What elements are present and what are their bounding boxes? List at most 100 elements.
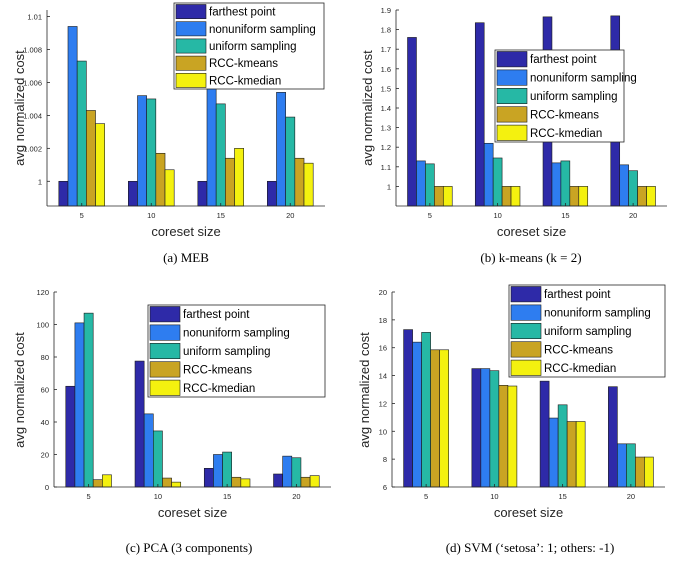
y-tick-label-3-1: 20 xyxy=(41,451,49,460)
bar-4-uniform-sampling-20 xyxy=(626,443,636,488)
bar-4-rcc-kmedian-10 xyxy=(507,385,518,488)
y-tick-label-2-9: 1.9 xyxy=(381,6,391,15)
bar-4-rcc-kmeans-15 xyxy=(566,421,577,488)
bar-1-nonuniform-sampling-5 xyxy=(67,26,78,207)
caption-4: (d) SVM (‘setosa’: 1; others: -1) xyxy=(446,540,615,555)
bar-2-farthest-point-5 xyxy=(407,37,417,207)
y-tick-label-1-0: 1 xyxy=(38,177,42,186)
bar-1-farthest-point-5 xyxy=(58,180,69,207)
bar-4-nonuniform-sampling-5 xyxy=(412,341,422,488)
y-tick-label-2-7: 1.7 xyxy=(381,45,391,54)
bar-3-rcc-kmedian-15 xyxy=(240,478,251,488)
legend-swatch-1-4 xyxy=(175,73,207,88)
bar-3-rcc-kmeans-20 xyxy=(300,476,311,488)
bar-4-nonuniform-sampling-10 xyxy=(480,368,491,488)
bar-3-nonuniform-sampling-15 xyxy=(213,454,223,488)
y-axis-label-3: avg normalized cost xyxy=(12,332,27,448)
y-tick-label-3-2: 40 xyxy=(41,418,49,427)
bar-4-rcc-kmedian-20 xyxy=(644,456,654,488)
bar-1-uniform-sampling-5 xyxy=(76,60,87,207)
bar-1-rcc-kmedian-10 xyxy=(164,169,175,207)
bar-1-farthest-point-10 xyxy=(128,180,138,207)
bar-2-uniform-sampling-10 xyxy=(492,157,503,207)
x-axis-label-3: coreset size xyxy=(158,505,227,520)
bar-1-uniform-sampling-15 xyxy=(215,103,226,207)
x-tick-label-1-1: 10 xyxy=(147,211,155,220)
y-tick-label-4-2: 10 xyxy=(379,427,387,436)
x-tick-label-3-1: 10 xyxy=(154,492,162,501)
y-tick-label-3-0: 0 xyxy=(45,483,49,492)
legend-swatch-4-4 xyxy=(510,359,542,376)
bar-4-farthest-point-15 xyxy=(539,380,550,488)
bar-4-farthest-point-5 xyxy=(403,329,413,488)
x-tick-label-1-2: 15 xyxy=(217,211,225,220)
legend-label-1-0: farthest point xyxy=(209,7,276,19)
legend-label-1-2: uniform sampling xyxy=(209,41,297,53)
legend-swatch-2-0 xyxy=(496,51,528,68)
bar-4-rcc-kmedian-15 xyxy=(575,421,586,488)
legend-label-4-0: farthest point xyxy=(544,289,611,301)
x-axis-label-2: coreset size xyxy=(497,224,566,239)
y-axis-label-1: avg normalized cost xyxy=(12,50,27,166)
x-tick-label-4-0: 5 xyxy=(424,492,428,501)
y-tick-label-1-4: 1.008 xyxy=(23,46,42,55)
bar-1-uniform-sampling-20 xyxy=(285,116,296,207)
legend-swatch-2-2 xyxy=(496,88,528,105)
bar-2-nonuniform-sampling-15 xyxy=(551,162,562,207)
bar-4-rcc-kmeans-5 xyxy=(430,349,440,488)
legend-label-2-1: nonuniform sampling xyxy=(530,73,637,85)
y-tick-label-1-2: 1.004 xyxy=(23,111,42,120)
y-tick-label-4-6: 18 xyxy=(379,316,387,325)
bar-2-rcc-kmeans-5 xyxy=(434,186,444,207)
legend-label-1-4: RCC-kmedian xyxy=(209,75,281,87)
y-tick-label-4-5: 16 xyxy=(379,344,387,353)
legend-label-2-3: RCC-kmeans xyxy=(530,109,599,121)
bar-3-rcc-kmeans-15 xyxy=(231,476,242,488)
bar-4-uniform-sampling-10 xyxy=(489,370,500,488)
y-tick-label-2-6: 1.6 xyxy=(381,65,391,74)
bar-1-nonuniform-sampling-10 xyxy=(137,95,147,207)
y-tick-label-1-1: 1.002 xyxy=(23,144,42,153)
x-tick-label-2-2: 15 xyxy=(561,211,569,220)
y-axis-label-4: avg normalized cost xyxy=(357,332,372,448)
bar-2-rcc-kmedian-15 xyxy=(578,186,589,207)
bar-2-uniform-sampling-15 xyxy=(560,160,571,207)
y-tick-label-4-1: 8 xyxy=(383,455,387,464)
legend-label-3-0: farthest point xyxy=(183,309,250,321)
bar-1-uniform-sampling-10 xyxy=(146,98,157,207)
legend-swatch-1-3 xyxy=(175,55,207,71)
y-tick-label-3-3: 60 xyxy=(41,386,49,395)
bar-2-rcc-kmeans-10 xyxy=(501,186,512,207)
y-tick-label-1-3: 1.006 xyxy=(23,78,42,87)
bar-4-nonuniform-sampling-15 xyxy=(548,417,559,488)
legend-label-3-3: RCC-kmeans xyxy=(183,364,252,376)
y-tick-label-3-5: 100 xyxy=(36,321,49,330)
x-tick-label-2-1: 10 xyxy=(493,211,501,220)
legend-label-2-4: RCC-kmedian xyxy=(530,128,602,140)
legend-swatch-2-3 xyxy=(496,106,528,123)
y-tick-label-4-3: 12 xyxy=(379,399,387,408)
x-tick-label-1-0: 5 xyxy=(80,211,84,220)
bar-2-nonuniform-sampling-5 xyxy=(416,160,426,207)
bar-2-rcc-kmeans-20 xyxy=(637,186,647,207)
bar-3-nonuniform-sampling-5 xyxy=(74,322,85,488)
legend-swatch-1-1 xyxy=(175,21,207,37)
y-tick-label-4-4: 14 xyxy=(379,372,387,381)
bar-1-rcc-kmedian-20 xyxy=(303,162,314,207)
y-tick-label-2-2: 1.2 xyxy=(381,143,391,152)
legend-label-1-3: RCC-kmeans xyxy=(209,58,278,70)
bar-1-farthest-point-20 xyxy=(267,180,277,207)
x-tick-label-4-3: 20 xyxy=(627,492,635,501)
y-tick-label-1-5: 1.01 xyxy=(27,13,42,22)
bar-4-nonuniform-sampling-20 xyxy=(617,443,627,488)
bar-4-farthest-point-10 xyxy=(471,368,482,488)
legend-label-2-0: farthest point xyxy=(530,54,597,66)
bar-3-farthest-point-20 xyxy=(273,473,283,488)
bar-3-farthest-point-5 xyxy=(65,385,76,488)
legend-swatch-3-1 xyxy=(149,324,181,341)
bar-2-uniform-sampling-5 xyxy=(425,163,435,207)
bar-2-nonuniform-sampling-20 xyxy=(619,164,629,207)
x-tick-label-1-3: 20 xyxy=(286,211,294,220)
legend-swatch-3-3 xyxy=(149,361,181,378)
